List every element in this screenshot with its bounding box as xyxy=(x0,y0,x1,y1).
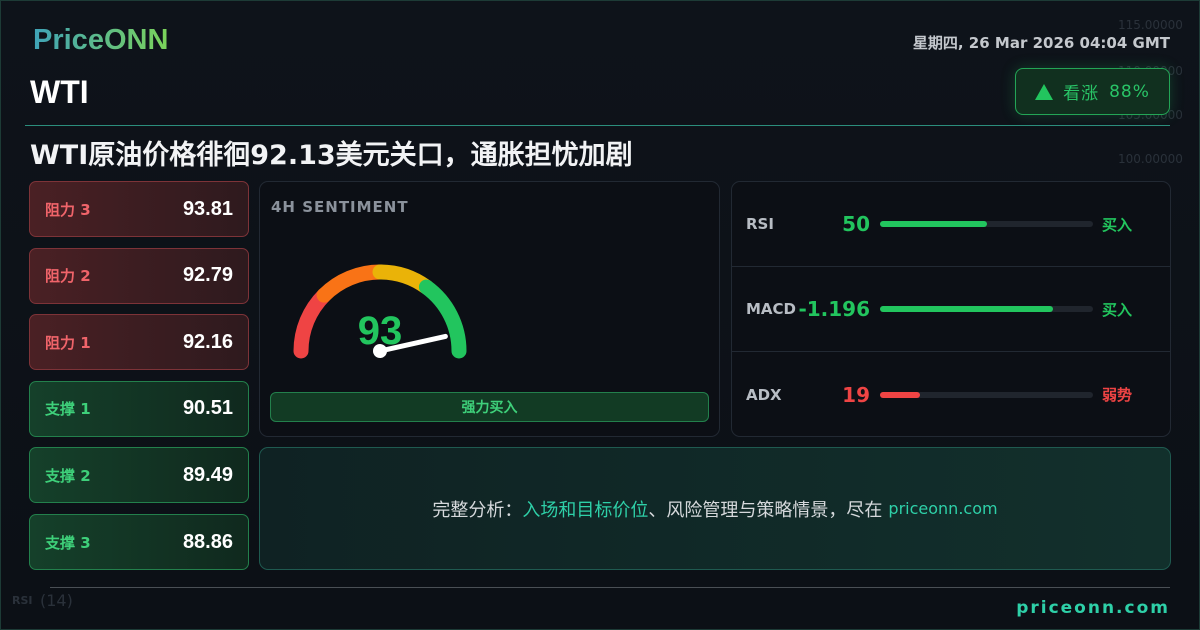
indicator-rsi: RSI 50 买入 xyxy=(732,182,1170,267)
sentiment-panel: 4H SENTIMENT 93 强力买入 xyxy=(259,181,720,437)
cta-site-link[interactable]: priceonn.com xyxy=(888,499,998,518)
level-label: 阻力 1 xyxy=(45,333,91,352)
indicator-macd: MACD -1.196 买入 xyxy=(732,267,1170,352)
support-level: 支撑 2 89.49 xyxy=(29,447,249,504)
level-value: 92.79 xyxy=(182,264,233,287)
indicator-bar xyxy=(880,221,1093,227)
bg-axis-label: 100.00000 xyxy=(1118,152,1183,166)
level-value: 93.81 xyxy=(182,197,233,220)
level-value: 92.16 xyxy=(182,330,233,353)
resistance-level: 阻力 2 92.79 xyxy=(29,247,249,304)
triangle-up-icon xyxy=(1035,83,1054,100)
indicator-value: -1.196 xyxy=(798,297,870,321)
indicator-bar-fill xyxy=(880,221,987,227)
gauge-segment xyxy=(293,287,332,359)
indicator-bar-fill xyxy=(880,306,1053,312)
level-label: 阻力 3 xyxy=(45,200,91,219)
bg-rsi-label: RSI xyxy=(12,594,33,607)
level-value: 90.51 xyxy=(182,397,233,420)
cta-rest: 、风险管理与策略情景，尽在 xyxy=(648,499,883,521)
divider xyxy=(50,587,1170,588)
headline: WTI原油价格徘徊92.13美元关口，通胀担忧加剧 xyxy=(30,140,633,171)
gauge-segment xyxy=(418,279,467,359)
divider xyxy=(25,125,1170,126)
gauge-segment xyxy=(316,264,388,303)
sentiment-gauge: 93 xyxy=(293,264,467,359)
trend-badge: 看涨 88% xyxy=(1015,68,1170,115)
level-value: 88.86 xyxy=(182,530,233,553)
indicator-bar xyxy=(880,306,1093,312)
symbol-title: WTI xyxy=(30,74,89,110)
gauge-pivot xyxy=(373,344,387,358)
indicator-name: MACD xyxy=(746,300,796,318)
trend-percent: 88% xyxy=(1109,81,1150,102)
support-level: 支撑 3 88.86 xyxy=(29,514,249,570)
bg-axis-label: 115.00000 xyxy=(1118,18,1183,32)
datetime: 星期四, 26 Mar 2026 04:04 GMT xyxy=(912,34,1170,52)
level-label: 阻力 2 xyxy=(45,267,91,286)
support-level: 支撑 1 90.51 xyxy=(29,380,249,437)
bg-rsi-period: (14) xyxy=(40,591,73,610)
indicator-signal: 买入 xyxy=(1102,300,1133,319)
resistance-level: 阻力 3 93.81 xyxy=(29,181,249,237)
level-label: 支撑 1 xyxy=(45,400,91,419)
indicator-bar-fill xyxy=(880,391,921,398)
indicator-name: ADX xyxy=(746,385,782,404)
cta-prefix: 完整分析： xyxy=(432,499,523,521)
indicator-name: RSI xyxy=(746,215,774,233)
indicator-adx: ADX 19 弱势 xyxy=(732,352,1170,437)
sentiment-title: 4H SENTIMENT xyxy=(271,198,409,216)
sentiment-signal: 强力买入 xyxy=(270,392,709,422)
indicator-value: 50 xyxy=(842,212,870,236)
indicator-signal: 弱势 xyxy=(1102,386,1133,404)
indicators-panel: RSI 50 买入 MACD -1.196 买入 ADX 19 弱势 xyxy=(731,181,1171,437)
cta-banner[interactable]: 完整分析： 入场和目标价位 、风险管理与策略情景，尽在 priceonn.com xyxy=(259,447,1171,570)
resistance-level: 阻力 1 92.16 xyxy=(29,314,249,371)
cta-highlight: 入场和目标价位 xyxy=(522,499,649,521)
indicator-signal: 买入 xyxy=(1102,215,1133,234)
indicator-bar xyxy=(880,391,1093,398)
level-value: 89.49 xyxy=(182,463,233,486)
footer-site[interactable]: priceonn.com xyxy=(1016,598,1170,618)
logo: PriceONN xyxy=(33,24,169,56)
gauge-needle xyxy=(377,333,448,354)
level-label: 支撑 2 xyxy=(45,466,91,485)
level-label: 支撑 3 xyxy=(45,533,91,552)
indicator-value: 19 xyxy=(842,382,870,407)
trend-label: 看涨 xyxy=(1063,84,1100,104)
